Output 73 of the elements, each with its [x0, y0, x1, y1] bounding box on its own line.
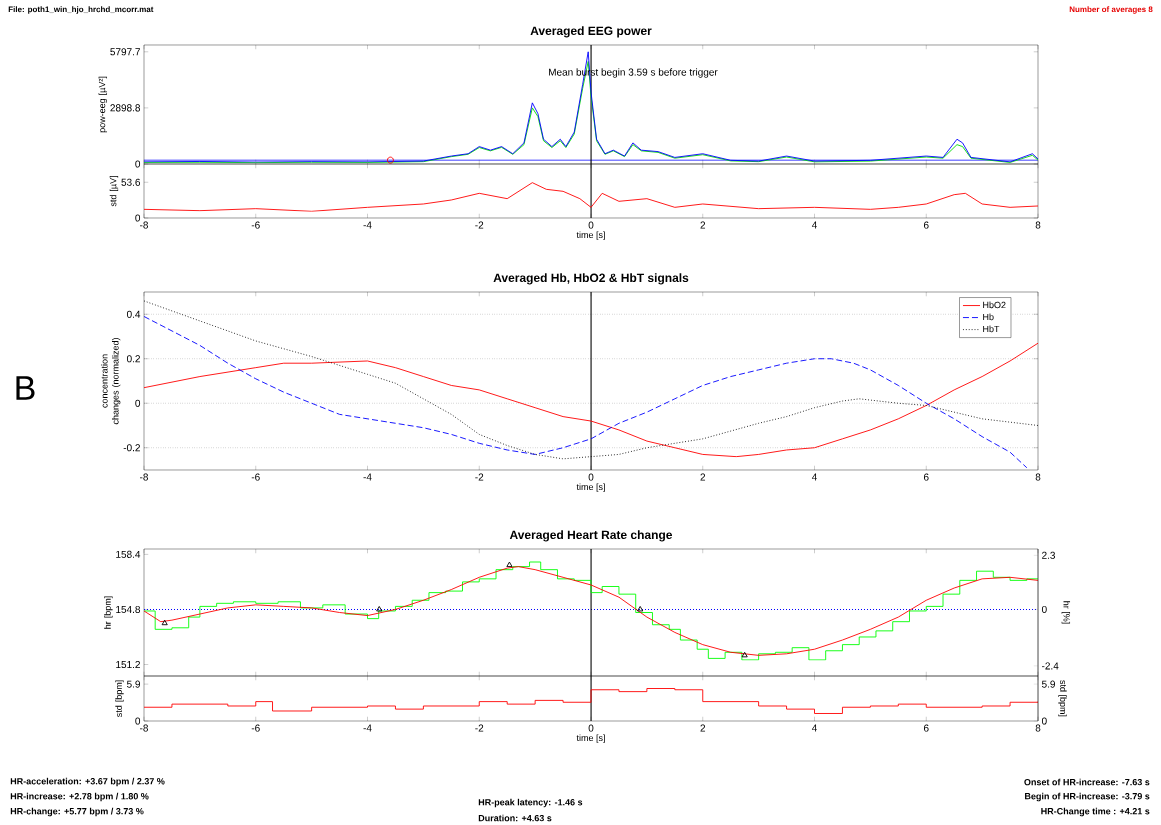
y-axis-title: std [bpm]	[115, 680, 124, 718]
x-tick-label: -6	[251, 473, 260, 481]
legend-label: HbT	[983, 325, 1000, 333]
x-tick-label: 2	[700, 473, 706, 481]
x-tick-label: -2	[475, 724, 484, 732]
y-tick-label: 158.4	[116, 550, 141, 558]
legend-label: Hb	[983, 313, 994, 321]
y-tick-label: 0	[135, 399, 141, 407]
x-tick-label: -4	[363, 724, 372, 732]
text: HR-change: +5.77 bpm / 3.73 %	[10, 807, 144, 817]
y-tick-label: 5.9	[126, 680, 141, 688]
x-tick-label: 2	[700, 724, 706, 732]
x-tick-label: 4	[811, 473, 817, 481]
x-tick-label: -8	[140, 724, 149, 732]
text: Duration: +4.63 s	[478, 814, 552, 822]
y-tick-label: 154.8	[116, 605, 141, 613]
x-tick-label: -6	[251, 724, 260, 732]
x-tick-label: 8	[1035, 473, 1041, 481]
x-tick-label: -8	[140, 221, 149, 229]
y2-tick-label: 0	[1041, 605, 1047, 613]
x-tick-label: 6	[923, 473, 929, 481]
text: Number of averages 8	[1069, 6, 1153, 14]
x-tick-label: 4	[811, 724, 817, 732]
x-tick-label: -8	[140, 473, 149, 481]
text: Begin of HR-increase: -3.79 s	[1025, 792, 1150, 802]
y-axis-title: pow-eeg [µV²]	[98, 76, 108, 133]
x-tick-label: -4	[363, 221, 372, 229]
x-axis-title: time [s]	[576, 231, 605, 240]
x-tick-label: -6	[251, 221, 260, 229]
x-tick-label: -4	[363, 473, 372, 481]
x-axis-title: time [s]	[576, 734, 605, 743]
text: File: poth1_win_hjo_hrchd_mcorr.mat	[8, 6, 154, 14]
text: HR-increase: +2.78 bpm / 1.80 %	[10, 792, 149, 802]
x-tick-label: 6	[923, 221, 929, 229]
x-tick-label: 6	[923, 724, 929, 732]
x-tick-label: 2	[700, 221, 706, 229]
y-tick-label: 2898.8	[110, 104, 141, 112]
y-tick-label: 0	[135, 160, 141, 168]
y2-axis-title: hr [%]	[1061, 601, 1071, 624]
chart-title: Averaged Heart Rate change	[509, 530, 673, 542]
x-tick-label: -2	[475, 221, 484, 229]
x-tick-label: -2	[475, 473, 484, 481]
x-axis-title: time [s]	[576, 483, 605, 492]
y2-tick-label: -2.4	[1041, 662, 1059, 670]
chart-title: Averaged EEG power	[530, 26, 652, 38]
text: Onset of HR-increase: -7.63 s	[1024, 778, 1150, 786]
text: HR-Change time : +4.21 s	[1041, 807, 1150, 817]
x-tick-label: 8	[1035, 221, 1041, 229]
y-tick-label: 53.6	[121, 178, 141, 186]
y-tick-label: -0.2	[123, 444, 140, 452]
y-tick-label: 5797.7	[110, 48, 140, 56]
y-tick-label: 0.2	[126, 355, 140, 363]
x-tick-label: 8	[1035, 724, 1041, 732]
y-axis-title: hr [bpm]	[104, 596, 113, 629]
y2-tick-label: 2.3	[1042, 551, 1056, 559]
y2-axis-title: std [bpm]	[1058, 680, 1067, 717]
text: B	[16, 376, 35, 400]
y2-tick-label: 0	[1041, 717, 1047, 725]
y-tick-label: 0.4	[126, 310, 141, 318]
x-tick-label: 4	[811, 221, 817, 229]
x-tick-label: 0	[588, 473, 594, 481]
y-axis-title: std [µV]	[109, 176, 119, 207]
y-tick-label: 151.2	[116, 660, 140, 669]
y-tick-label: 0	[135, 717, 141, 725]
y-tick-label: 0	[135, 214, 141, 222]
legend-label: HbO2	[983, 301, 1006, 309]
y2-tick-label: 5.9	[1041, 680, 1055, 688]
text: HR-peak latency: -1.46 s	[478, 798, 583, 808]
y-axis-title: concentration changes (normalized)	[100, 338, 121, 425]
x-tick-label: 0	[588, 724, 594, 732]
x-tick-label: 0	[588, 221, 594, 229]
chart-title: Averaged Hb, HbO2 & HbT signals	[493, 273, 689, 285]
text: HR-acceleration: +3.67 bpm / 2.37 %	[10, 777, 165, 787]
